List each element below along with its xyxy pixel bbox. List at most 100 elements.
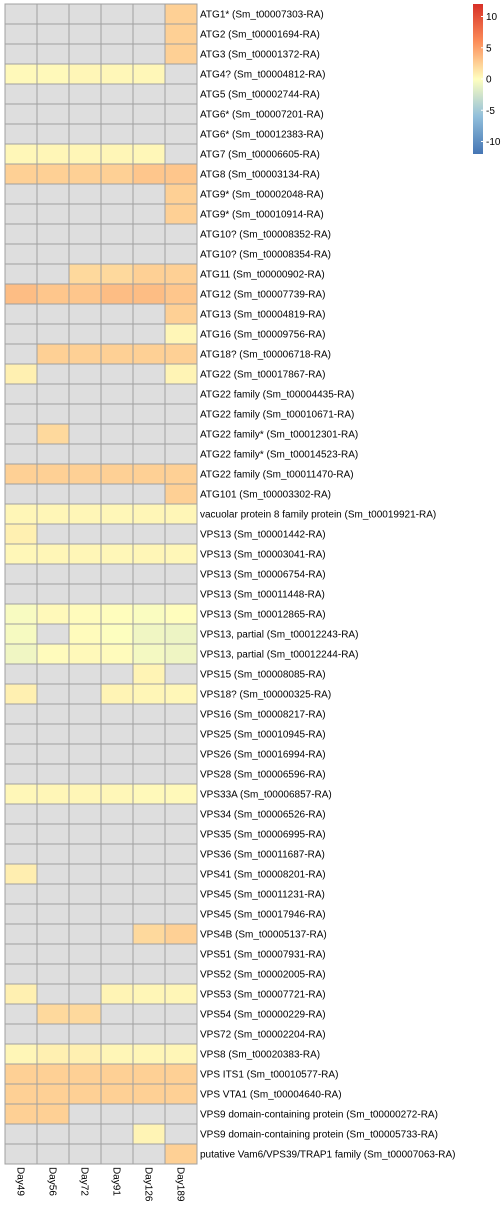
heatmap-cell (164, 163, 198, 185)
heatmap-cell (4, 3, 38, 25)
heatmap-cell (36, 863, 70, 885)
heatmap-cell (68, 643, 102, 665)
heatmap-cell (132, 903, 166, 925)
heatmap-cell (132, 503, 166, 525)
heatmap-cell (100, 543, 134, 565)
heatmap-cell (164, 823, 198, 845)
heatmap-cell (36, 43, 70, 65)
heatmap-cell (4, 423, 38, 445)
row-label: ATG18? (Sm_t00006718-RA) (200, 350, 331, 361)
heatmap-cell (4, 523, 38, 545)
heatmap-cell (132, 183, 166, 205)
heatmap-cell (164, 843, 198, 865)
heatmap-cell (36, 123, 70, 145)
heatmap-cell (4, 903, 38, 925)
heatmap-cell (4, 603, 38, 625)
heatmap-cell (132, 383, 166, 405)
heatmap-cell (132, 343, 166, 365)
row-label: VPS8 (Sm_t00020383-RA) (200, 1050, 320, 1061)
heatmap-cell (68, 123, 102, 145)
heatmap-cell (36, 903, 70, 925)
heatmap-cell (4, 103, 38, 125)
heatmap-cell (68, 923, 102, 945)
row-label: ATG1* (Sm_t00007303-RA) (200, 10, 324, 21)
heatmap-cell (132, 943, 166, 965)
heatmap-cell (4, 1123, 38, 1145)
heatmap-cell (68, 23, 102, 45)
heatmap-cell (164, 423, 198, 445)
row-label: ATG16 (Sm_t00009756-RA) (200, 330, 325, 341)
heatmap-cell (100, 343, 134, 365)
heatmap-cell (4, 563, 38, 585)
heatmap-cell (36, 623, 70, 645)
heatmap-cell (132, 263, 166, 285)
heatmap-cell (4, 623, 38, 645)
heatmap-cell (132, 823, 166, 845)
heatmap-cell (164, 663, 198, 685)
heatmap-cell (4, 823, 38, 845)
heatmap-cell (100, 483, 134, 505)
row-label: VPS53 (Sm_t00007721-RA) (200, 990, 326, 1001)
column-label: Day56 (47, 1167, 58, 1196)
heatmap-cell (164, 703, 198, 725)
heatmap-cell (68, 343, 102, 365)
heatmap-cell (100, 323, 134, 345)
row-label: ATG22 family (Sm_t00010671-RA) (200, 410, 354, 421)
heatmap-cell (68, 283, 102, 305)
heatmap-cell (132, 803, 166, 825)
heatmap-cell (100, 103, 134, 125)
heatmap-cell (164, 243, 198, 265)
heatmap-cell (36, 763, 70, 785)
row-labels: ATG1* (Sm_t00007303-RA) ATG2 (Sm_t0000169… (200, 10, 456, 1161)
row-label: ATG22 (Sm_t00017867-RA) (200, 370, 325, 381)
heatmap-cell (68, 383, 102, 405)
heatmap-cell (164, 103, 198, 125)
heatmap-cell (132, 783, 166, 805)
heatmap-cell (36, 843, 70, 865)
heatmap-cell (164, 1103, 198, 1125)
row-label: ATG6* (Sm_t00007201-RA) (200, 110, 324, 121)
heatmap-cell (164, 923, 198, 945)
heatmap-cell (164, 763, 198, 785)
heatmap-cell (36, 1003, 70, 1025)
heatmap-cell (100, 1003, 134, 1025)
heatmap-cell (164, 683, 198, 705)
heatmap-cell (68, 83, 102, 105)
legend-ticks: 10 5 0 -5 -10 (481, 12, 501, 148)
heatmap-cell (132, 863, 166, 885)
row-label: VPS41 (Sm_t00008201-RA) (200, 870, 326, 881)
legend-tick-label: 0 (486, 75, 492, 86)
column-label: Day49 (15, 1167, 26, 1196)
heatmap-cell (68, 703, 102, 725)
heatmap-cell (132, 423, 166, 445)
row-label: VPS13, partial (Sm_t00012243-RA) (200, 630, 358, 641)
heatmap-cell (4, 743, 38, 765)
heatmap-cell (164, 463, 198, 485)
row-label: ATG11 (Sm_t00000902-RA) (200, 270, 325, 281)
heatmap-cell (164, 343, 198, 365)
heatmap-cell (100, 563, 134, 585)
heatmap-cell (132, 363, 166, 385)
row-label: ATG10? (Sm_t00008352-RA) (200, 230, 331, 241)
heatmap-cell (4, 1063, 38, 1085)
heatmap-cell (100, 923, 134, 945)
heatmap-cell (100, 83, 134, 105)
heatmap-cell (132, 283, 166, 305)
heatmap-cell (4, 683, 38, 705)
row-label: VPS13 (Sm_t00006754-RA) (200, 570, 326, 581)
heatmap-cell (132, 403, 166, 425)
row-label: ATG3 (Sm_t00001372-RA) (200, 50, 320, 61)
heatmap-cell (68, 563, 102, 585)
heatmap-cell (4, 463, 38, 485)
row-label: VPS45 (Sm_t00017946-RA) (200, 910, 326, 921)
row-label: VPS52 (Sm_t00002005-RA) (200, 970, 326, 981)
heatmap-cell (132, 1123, 166, 1145)
heatmap-cell (100, 983, 134, 1005)
heatmap-cell (164, 1003, 198, 1025)
heatmap-cell (100, 443, 134, 465)
row-label: VPS13, partial (Sm_t00012244-RA) (200, 650, 358, 661)
heatmap-cell (68, 683, 102, 705)
heatmap-cell (68, 103, 102, 125)
heatmap-cell (36, 543, 70, 565)
heatmap-cell (4, 1003, 38, 1025)
